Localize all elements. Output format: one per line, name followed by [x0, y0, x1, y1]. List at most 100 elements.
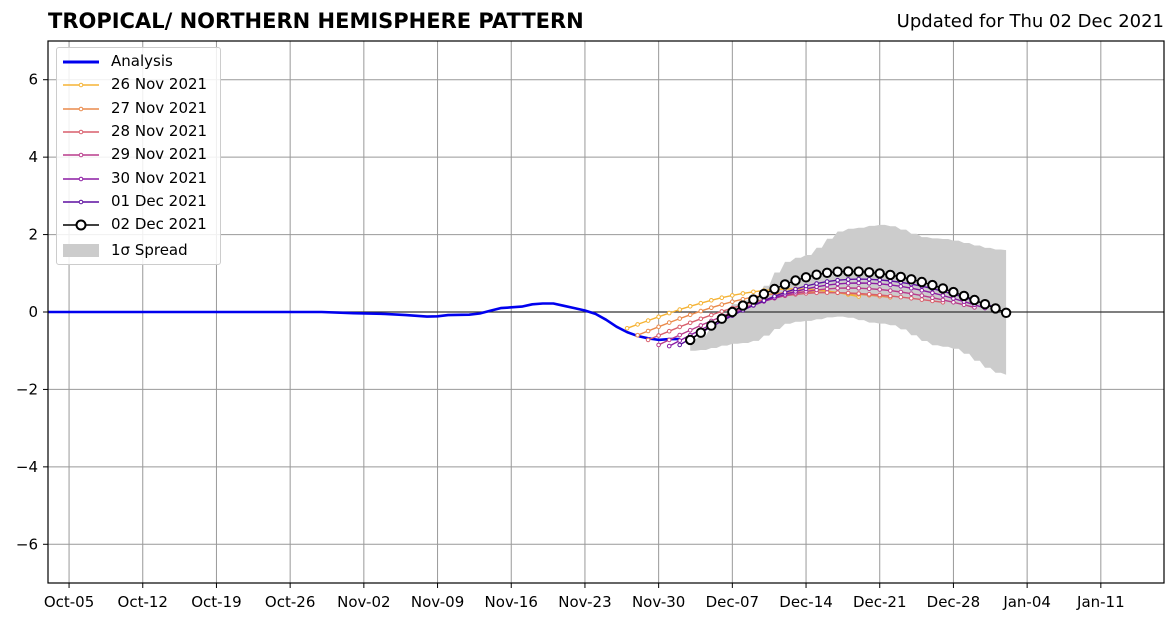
- forecast-point-2: [719, 302, 725, 307]
- forecast-point-3: [719, 309, 725, 314]
- legend-line-f7: [63, 219, 99, 231]
- legend-line-f5: [63, 176, 99, 182]
- forecast-point-3: [845, 290, 851, 296]
- forecast-point-6: [793, 286, 798, 292]
- forecast-point-6: [856, 276, 862, 282]
- forecast-point-7: [874, 268, 885, 279]
- forecast-point-2: [687, 312, 693, 318]
- legend-label-spread: 1σ Spread: [111, 241, 188, 259]
- forecast-point-7: [737, 300, 749, 311]
- forecast-point-4: [824, 286, 830, 292]
- forecast-point-5: [930, 290, 935, 296]
- forecast-point-7: [853, 266, 864, 277]
- forecast-point-5: [888, 282, 893, 288]
- forecast-point-7: [695, 327, 706, 338]
- legend-swatch-spread: [63, 244, 99, 257]
- forecast-point-7: [821, 267, 833, 278]
- forecast-point-1: [730, 293, 735, 298]
- forecast-point-7: [948, 286, 959, 298]
- forecast-point-7: [969, 294, 980, 306]
- legend-item-f3: 28 Nov 2021: [57, 121, 220, 141]
- forecast-point-4: [666, 337, 672, 343]
- y-tick-label: 0: [28, 303, 38, 321]
- forecast-point-7: [864, 267, 875, 278]
- forecast-point-6: [782, 290, 788, 295]
- forecast-point-1: [645, 318, 651, 323]
- forecast-point-3: [698, 316, 704, 322]
- x-tick-label: Nov-30: [632, 593, 685, 611]
- forecast-point-1: [666, 310, 672, 316]
- forecast-point-6: [761, 298, 767, 303]
- forecast-point-3: [888, 293, 893, 299]
- forecast-point-6: [677, 342, 683, 348]
- x-tick-label: Dec-28: [927, 593, 981, 611]
- forecast-point-3: [709, 312, 714, 318]
- forecast-point-5: [940, 293, 946, 298]
- forecast-point-7: [779, 279, 791, 290]
- forecast-point-1: [677, 307, 683, 312]
- forecast-point-4: [677, 332, 683, 338]
- forecast-point-1: [624, 326, 630, 331]
- y-tick-label: 4: [28, 148, 38, 166]
- y-tick-label: 6: [28, 71, 38, 89]
- chart-updated-date: Updated for Thu 02 Dec 2021: [896, 11, 1164, 32]
- forecast-point-7: [979, 299, 991, 310]
- forecast-point-1: [719, 295, 725, 301]
- forecast-point-4: [930, 295, 935, 301]
- forecast-point-2: [730, 299, 735, 305]
- forecast-point-3: [877, 292, 883, 298]
- legend-label-f3: 28 Nov 2021: [111, 122, 208, 140]
- y-tick-label: 2: [28, 226, 38, 244]
- legend-item-f6: 01 Dec 2021: [57, 191, 220, 211]
- x-tick-label: Dec-07: [706, 593, 760, 611]
- forecast-point-4: [909, 291, 914, 297]
- forecast-point-7: [906, 274, 917, 285]
- forecast-point-3: [856, 291, 862, 296]
- legend-label-f4: 29 Nov 2021: [111, 145, 208, 163]
- forecast-point-1: [751, 289, 756, 295]
- x-tick-label: Nov-23: [558, 593, 611, 611]
- forecast-point-4: [835, 285, 840, 291]
- forecast-point-4: [845, 285, 851, 291]
- forecast-point-2: [666, 320, 672, 325]
- x-tick-label: Oct-05: [44, 593, 94, 611]
- legend-label-f1: 26 Nov 2021: [111, 75, 208, 93]
- forecast-point-5: [677, 338, 683, 343]
- y-tick-label: −2: [16, 380, 38, 398]
- legend-label-f5: 30 Nov 2021: [111, 169, 208, 187]
- forecast-point-1: [635, 322, 640, 327]
- forecast-point-7: [748, 294, 759, 305]
- forecast-point-4: [656, 342, 661, 348]
- forecast-point-7: [716, 313, 727, 324]
- x-tick-label: Jan-11: [1076, 593, 1125, 611]
- forecast-point-4: [940, 297, 946, 303]
- forecast-point-7: [885, 269, 896, 281]
- forecast-point-2: [698, 308, 704, 314]
- legend-item-f1: 26 Nov 2021: [57, 74, 220, 94]
- x-tick-label: Dec-21: [853, 593, 907, 611]
- forecast-point-7: [895, 271, 906, 283]
- legend-item-f5: 30 Nov 2021: [57, 168, 220, 188]
- analysis-line: [48, 302, 680, 342]
- x-tick-label: Oct-26: [265, 593, 315, 611]
- forecast-point-5: [856, 280, 862, 286]
- forecast-point-4: [951, 300, 956, 305]
- forecast-point-1: [740, 291, 746, 296]
- forecast-point-1: [687, 304, 693, 309]
- forecast-point-3: [656, 333, 661, 338]
- forecast-point-6: [824, 279, 830, 284]
- y-tick-label: −4: [16, 458, 38, 476]
- forecast-point-1: [709, 298, 714, 303]
- forecast-point-6: [866, 277, 872, 282]
- forecast-point-6: [814, 281, 819, 286]
- forecast-point-3: [645, 337, 651, 343]
- forecast-point-7: [800, 272, 812, 283]
- x-tick-label: Oct-12: [118, 593, 168, 611]
- forecast-point-6: [845, 277, 851, 282]
- legend-item-f2: 27 Nov 2021: [57, 98, 220, 118]
- x-tick-label: Dec-14: [779, 593, 833, 611]
- x-tick-label: Nov-02: [337, 593, 390, 611]
- forecast-point-7: [811, 269, 822, 280]
- forecast-point-7: [1000, 307, 1012, 318]
- forecast-point-7: [769, 283, 780, 295]
